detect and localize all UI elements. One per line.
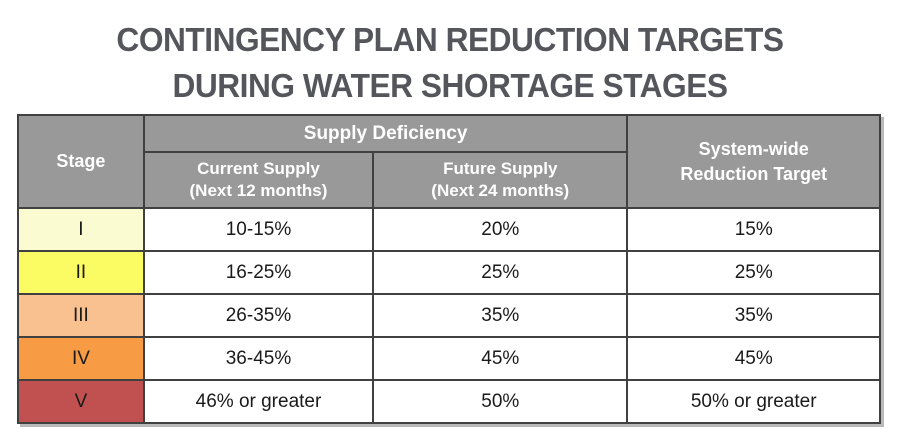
current-supply-cell: 46% or greater (142, 379, 375, 424)
header-future-supply-line-1: Future Supply (443, 158, 558, 178)
reduction-target-cell: 15% (626, 207, 881, 252)
stage-cell: IV (17, 336, 145, 381)
table-row: IV 36-45% 45% 45% (17, 336, 881, 381)
header-current-supply: Current Supply (Next 12 months) (142, 151, 375, 209)
header-row-sub: Current Supply (Next 12 months) Future S… (18, 151, 880, 209)
stage-cell: I (17, 207, 145, 252)
reduction-target-cell: 35% (626, 293, 881, 338)
current-supply-cell: 26-35% (142, 293, 375, 338)
future-supply-cell: 25% (372, 250, 629, 295)
table-row: V 46% or greater 50% 50% or greater (17, 379, 881, 424)
reduction-target-cell: 45% (626, 336, 881, 381)
future-supply-cell: 50% (372, 379, 629, 424)
reduction-target-cell: 25% (626, 250, 881, 295)
future-supply-cell: 20% (372, 207, 629, 252)
title-line-1: CONTINGENCY PLAN REDUCTION TARGETS (116, 21, 784, 58)
table-row: II 16-25% 25% 25% (17, 250, 881, 295)
header-row-group: Stage Supply Deficiency System-wide Redu… (17, 114, 881, 209)
header-system-wide-target: System-wide Reduction Target (626, 114, 881, 209)
header-current-supply-line-2: (Next 12 months) (189, 181, 328, 200)
table-row: I 10-15% 20% 15% (17, 207, 881, 252)
header-supply-deficiency: Supply Deficiency (142, 114, 629, 153)
header-future-supply-line-2: (Next 24 months) (431, 181, 570, 200)
future-supply-cell: 45% (372, 336, 629, 381)
stage-cell: V (17, 379, 145, 424)
page-title: CONTINGENCY PLAN REDUCTION TARGETS DURIN… (0, 0, 900, 108)
header-system-wide-line-1: System-wide (698, 139, 809, 160)
water-shortage-table: Stage Supply Deficiency System-wide Redu… (17, 114, 881, 424)
current-supply-cell: 36-45% (142, 336, 375, 381)
reduction-target-cell: 50% or greater (626, 379, 881, 424)
header-current-supply-line-1: Current Supply (197, 158, 320, 178)
table-header: Stage Supply Deficiency System-wide Redu… (17, 114, 881, 209)
current-supply-cell: 16-25% (142, 250, 375, 295)
stage-cell: III (17, 293, 145, 338)
future-supply-cell: 35% (372, 293, 629, 338)
header-future-supply: Future Supply (Next 24 months) (372, 151, 629, 209)
title-line-2: DURING WATER SHORTAGE STAGES (172, 66, 728, 104)
current-supply-cell: 10-15% (142, 207, 375, 252)
table-row: III 26-35% 35% 35% (17, 293, 881, 338)
stage-cell: II (17, 250, 145, 295)
table-body: I 10-15% 20% 15% II 16-25% 25% 25% III 26-35% 35% 3… (17, 207, 881, 424)
header-system-wide-line-2: Reduction Target (680, 163, 828, 184)
header-stage: Stage (17, 114, 145, 209)
